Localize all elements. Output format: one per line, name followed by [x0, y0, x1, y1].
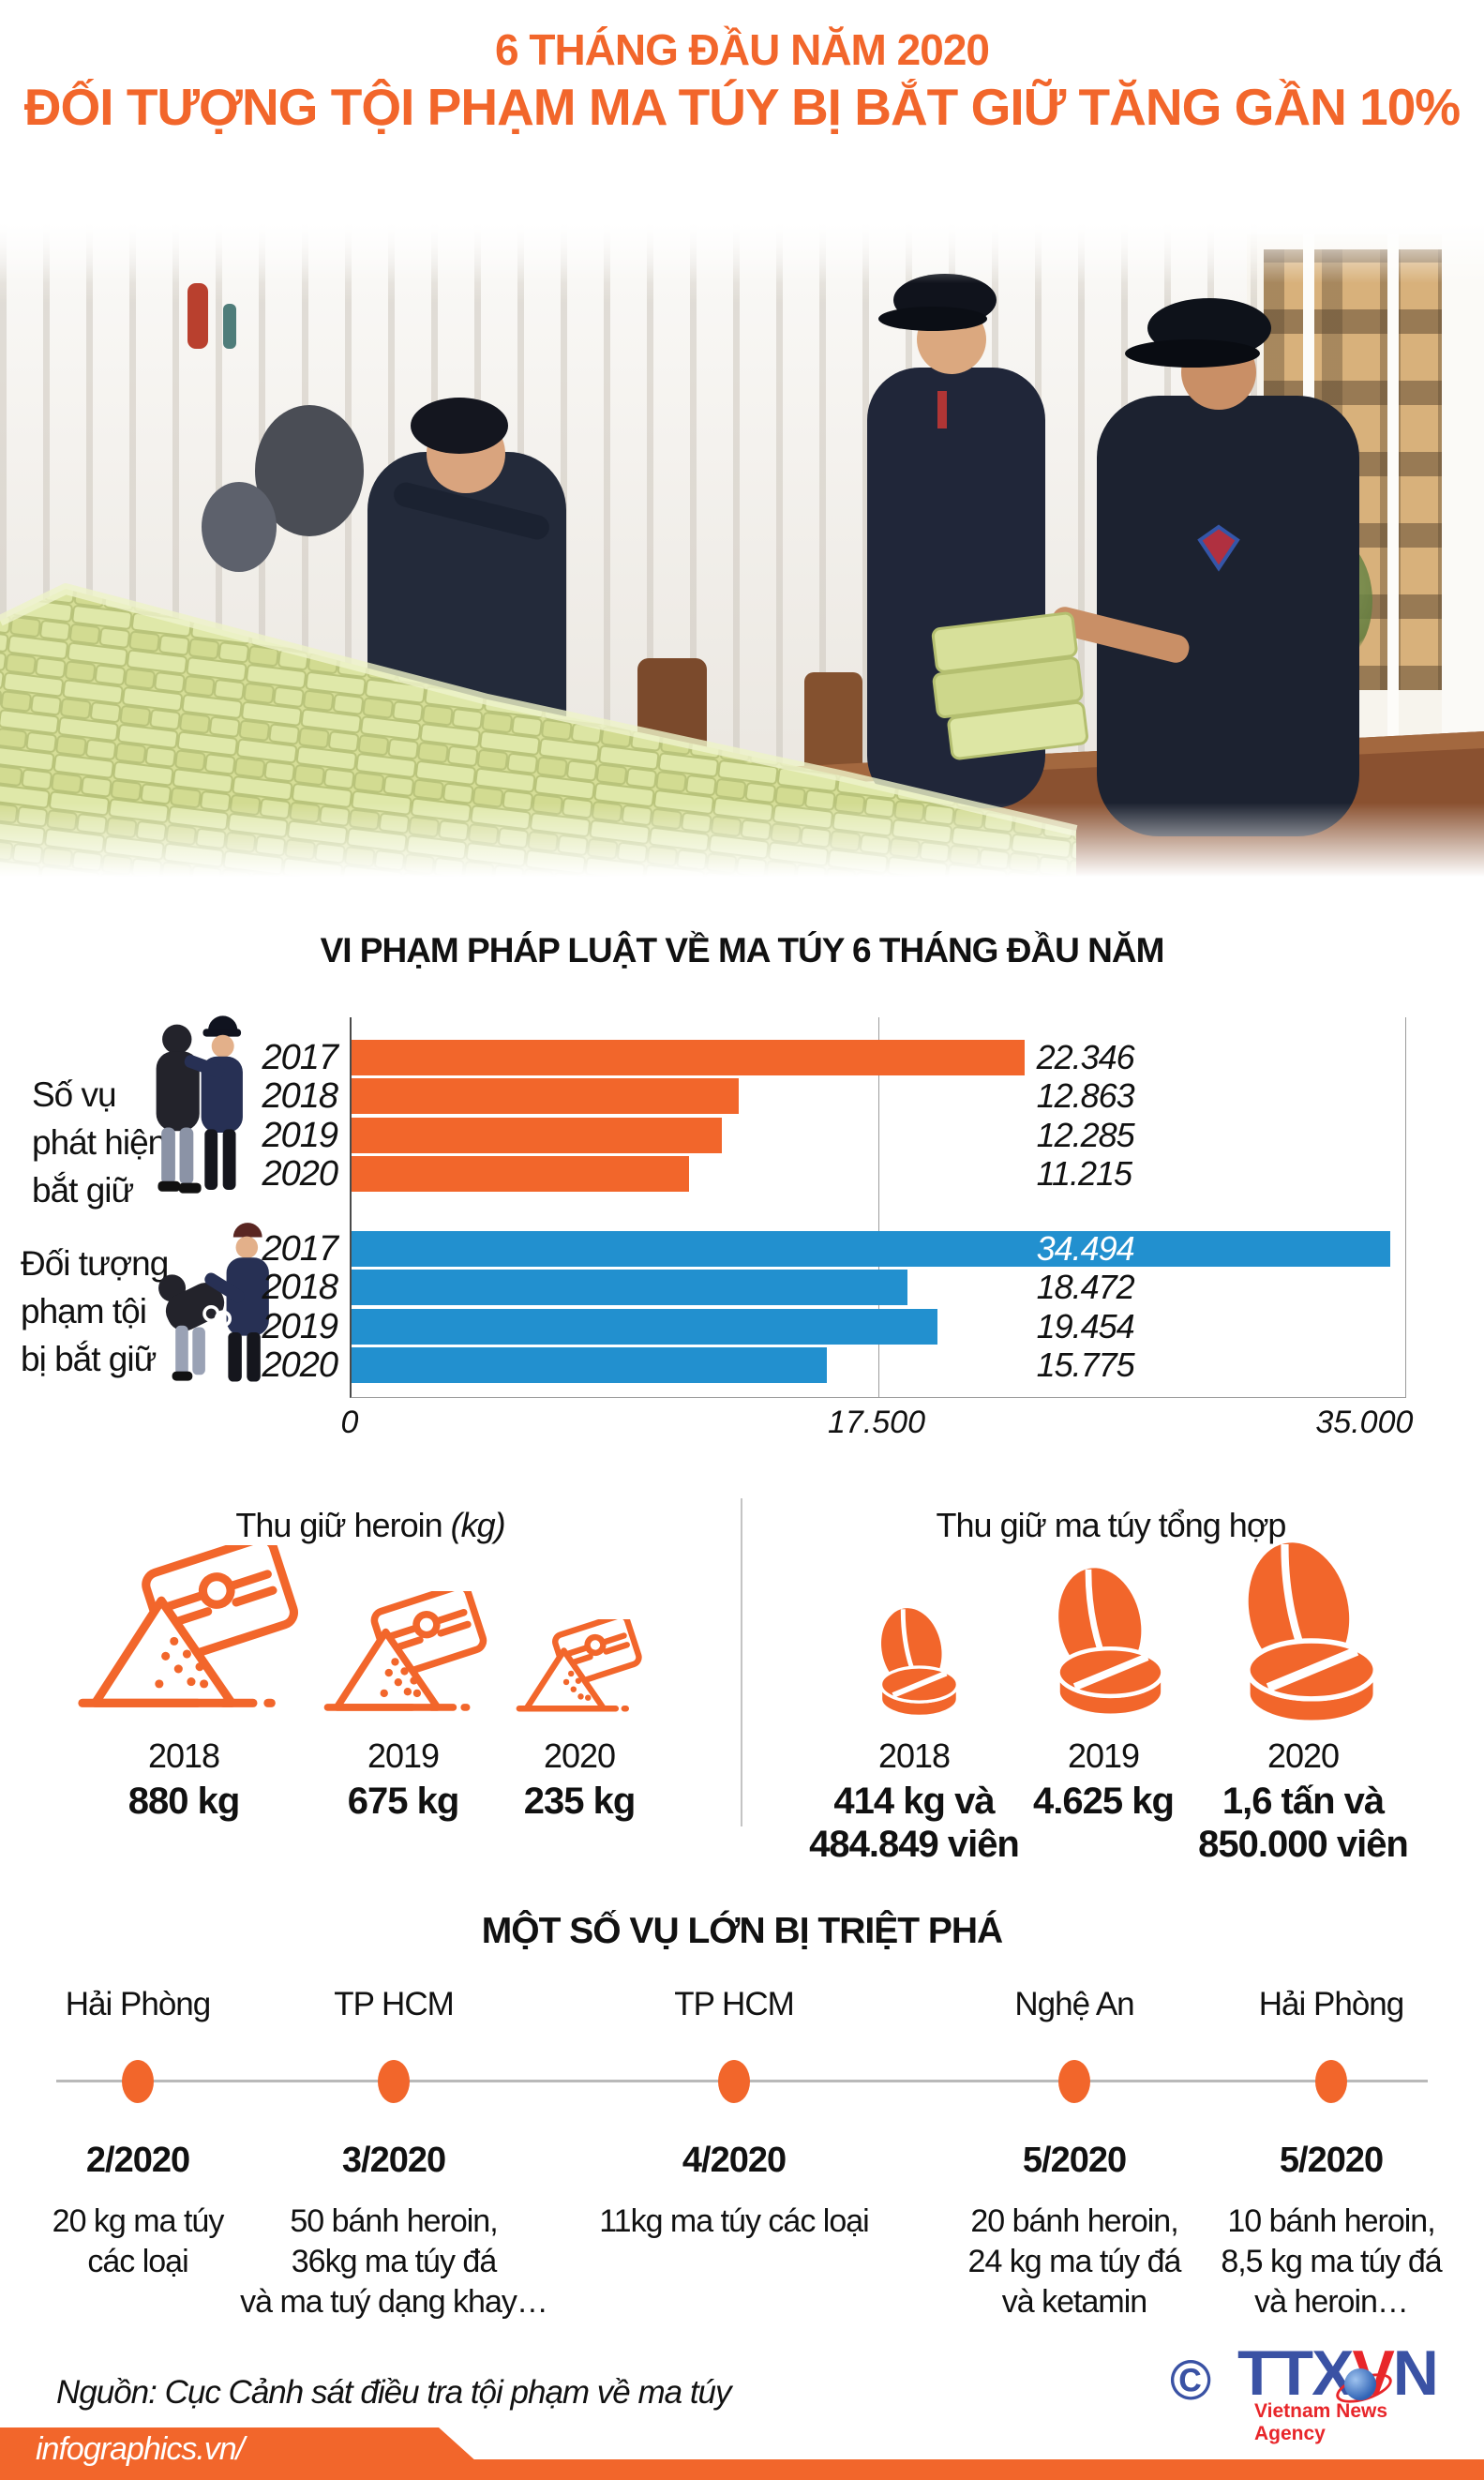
- year-label: 2019: [262, 1116, 338, 1155]
- timeline-dot: [1315, 2060, 1347, 2103]
- bar-value: 34.494: [1036, 1229, 1135, 1268]
- title-line-1: 6 THÁNG ĐẦU NĂM 2020: [495, 25, 990, 74]
- logo-text: TTXVN: [1237, 2337, 1439, 2409]
- pills-icon-2019: [1056, 1568, 1165, 1718]
- timeline-desc-5: 10 bánh heroin, 8,5 kg ma túy đá và heroin…: [1221, 2203, 1442, 2320]
- timeline-date-3: 4/2020: [682, 2141, 787, 2180]
- bar-chart-plot: 2017 22.346 2018 12.863 2019 12.285 2020…: [262, 1017, 1406, 1398]
- logo-subtitle: Vietnam News Agency: [1254, 2400, 1388, 2444]
- timeline-date-5: 5/2020: [1279, 2141, 1384, 2180]
- seizure-photo: [0, 218, 1484, 887]
- timeline-date-2: 3/2020: [341, 2141, 446, 2180]
- section-divider: [741, 1498, 742, 1826]
- timeline-location-4: Nghệ An: [1014, 1986, 1134, 2022]
- timeline-dot: [718, 2060, 750, 2103]
- timeline-title: MỘT SỐ VỤ LỚN BỊ TRIỆT PHÁ: [481, 1911, 1003, 1951]
- held-bricks: [931, 611, 1088, 760]
- bar-suspects-2020: [352, 1347, 827, 1383]
- synthetic-year-2018: 2018: [877, 1736, 951, 1775]
- pills-icon-2020: [1245, 1542, 1378, 1725]
- timeline-location-3: TP HCM: [674, 1986, 795, 2022]
- bar-cases-2017: [352, 1040, 1025, 1075]
- copyright-icon: ©: [1170, 2349, 1212, 2412]
- x-tick-17500: 17.500: [828, 1405, 925, 1440]
- synthetic-value-2019: 4.625 kg: [1033, 1781, 1175, 1822]
- photo-fade-bottom: [0, 803, 1484, 887]
- bar-value: 11.215: [1036, 1154, 1132, 1193]
- heroin-year-2019: 2019: [367, 1736, 440, 1775]
- heroin-year-2018: 2018: [147, 1736, 220, 1775]
- bar-suspects-2017: [352, 1231, 1390, 1267]
- bar-value: 12.863: [1036, 1076, 1135, 1115]
- bar-cases-2020: [352, 1156, 690, 1192]
- year-label: 2017: [262, 1038, 338, 1077]
- x-tick-0: 0: [340, 1405, 359, 1440]
- x-axis: 0 17.500 35.000: [341, 1405, 1414, 1442]
- bar-value: 22.346: [1036, 1038, 1135, 1076]
- site-url: infographics.vn/: [36, 2431, 245, 2467]
- heroin-icon-2019: [323, 1591, 487, 1711]
- bar-value: 19.454: [1036, 1307, 1135, 1345]
- source-credit: Nguồn: Cục Cảnh sát điều tra tội phạm về…: [56, 2374, 732, 2411]
- photo-fade-top: [0, 218, 1484, 283]
- year-label: 2020: [262, 1154, 338, 1194]
- synthetic-year-2019: 2019: [1067, 1736, 1140, 1775]
- heroin-value-2020: 235 kg: [523, 1781, 637, 1822]
- chart-title: VI PHẠM PHÁP LUẬT VỀ MA TÚY 6 THÁNG ĐẦU …: [320, 931, 1165, 969]
- timeline-dot: [122, 2060, 154, 2103]
- year-label: 2020: [262, 1345, 338, 1385]
- handcuffing-icon: [158, 1223, 269, 1382]
- heroin-year-2020: 2020: [543, 1736, 616, 1775]
- bar-cases-2019: [352, 1118, 722, 1153]
- vase: [187, 283, 208, 349]
- timeline-desc-4: 20 bánh heroin, 24 kg ma túy đá và ketamin: [967, 2203, 1182, 2320]
- heroin-value-2018: 880 kg: [127, 1781, 241, 1822]
- bar-cases-2018: [352, 1078, 740, 1114]
- window-bar: [1387, 234, 1399, 765]
- year-label: 2017: [262, 1229, 338, 1269]
- timeline-dot: [378, 2060, 410, 2103]
- year-label: 2018: [262, 1268, 338, 1307]
- timeline-date-4: 5/2020: [1022, 2141, 1127, 2180]
- photo-illustration: [0, 274, 1484, 887]
- globe-icon: [1344, 2368, 1376, 2400]
- officer-holding: [1051, 298, 1359, 836]
- timeline-desc-2: 50 bánh heroin, 36kg ma túy đá và ma tuý d…: [240, 2203, 548, 2320]
- bar-value: 12.285: [1036, 1116, 1135, 1154]
- heroin-icon-2020: [516, 1619, 642, 1712]
- synthetic-value-2018: 414 kg và 484.849 viên: [809, 1781, 1020, 1865]
- bar-suspects-2019: [352, 1309, 937, 1345]
- legend-group1-label: Số vụ phát hiện, bắt giữ: [32, 1075, 176, 1210]
- timeline-location-5: Hải Phòng: [1258, 1986, 1404, 2022]
- timeline-dot: [1058, 2060, 1090, 2103]
- synthetic-section-title: Thu giữ ma túy tổng hợp: [936, 1506, 1287, 1544]
- timeline-date-1: 2/2020: [85, 2141, 190, 2180]
- footer-banner: infographics.vn/: [0, 2427, 497, 2480]
- arrest-standing-icon: [156, 1015, 243, 1194]
- title-line-2: ĐỐI TƯỢNG TỘI PHẠM MA TÚY BỊ BẮT GIỮ TĂN…: [23, 78, 1461, 136]
- synthetic-year-2020: 2020: [1267, 1736, 1340, 1775]
- bar-value: 15.775: [1036, 1345, 1135, 1384]
- heroin-icon-2018: [78, 1545, 298, 1707]
- legend-group2-label: Đối tượng phạm tội bị bắt giữ: [21, 1244, 169, 1378]
- year-label: 2018: [262, 1076, 338, 1116]
- pills-icon-2018: [878, 1608, 959, 1718]
- ttxvn-logo: © TTXVN Vietnam News Agency: [1170, 2337, 1451, 2444]
- timeline-location-1: Hải Phòng: [65, 1986, 211, 2022]
- heroin-value-2019: 675 kg: [347, 1781, 460, 1822]
- gridline-17500: [878, 1017, 879, 1397]
- timeline-desc-1: 20 kg ma túy các loại: [52, 2203, 225, 2279]
- heroin-section-title: Thu giữ heroin (kg): [235, 1506, 505, 1544]
- bar-suspects-2018: [352, 1270, 908, 1305]
- bar-value: 18.472: [1036, 1268, 1135, 1306]
- x-tick-35000: 35.000: [1315, 1405, 1414, 1440]
- timeline-desc-3: 11kg ma túy các loại: [599, 2203, 869, 2239]
- timeline-location-2: TP HCM: [334, 1986, 455, 2022]
- year-label: 2019: [262, 1307, 338, 1346]
- synthetic-value-2020: 1,6 tấn và 850.000 viên: [1198, 1781, 1409, 1865]
